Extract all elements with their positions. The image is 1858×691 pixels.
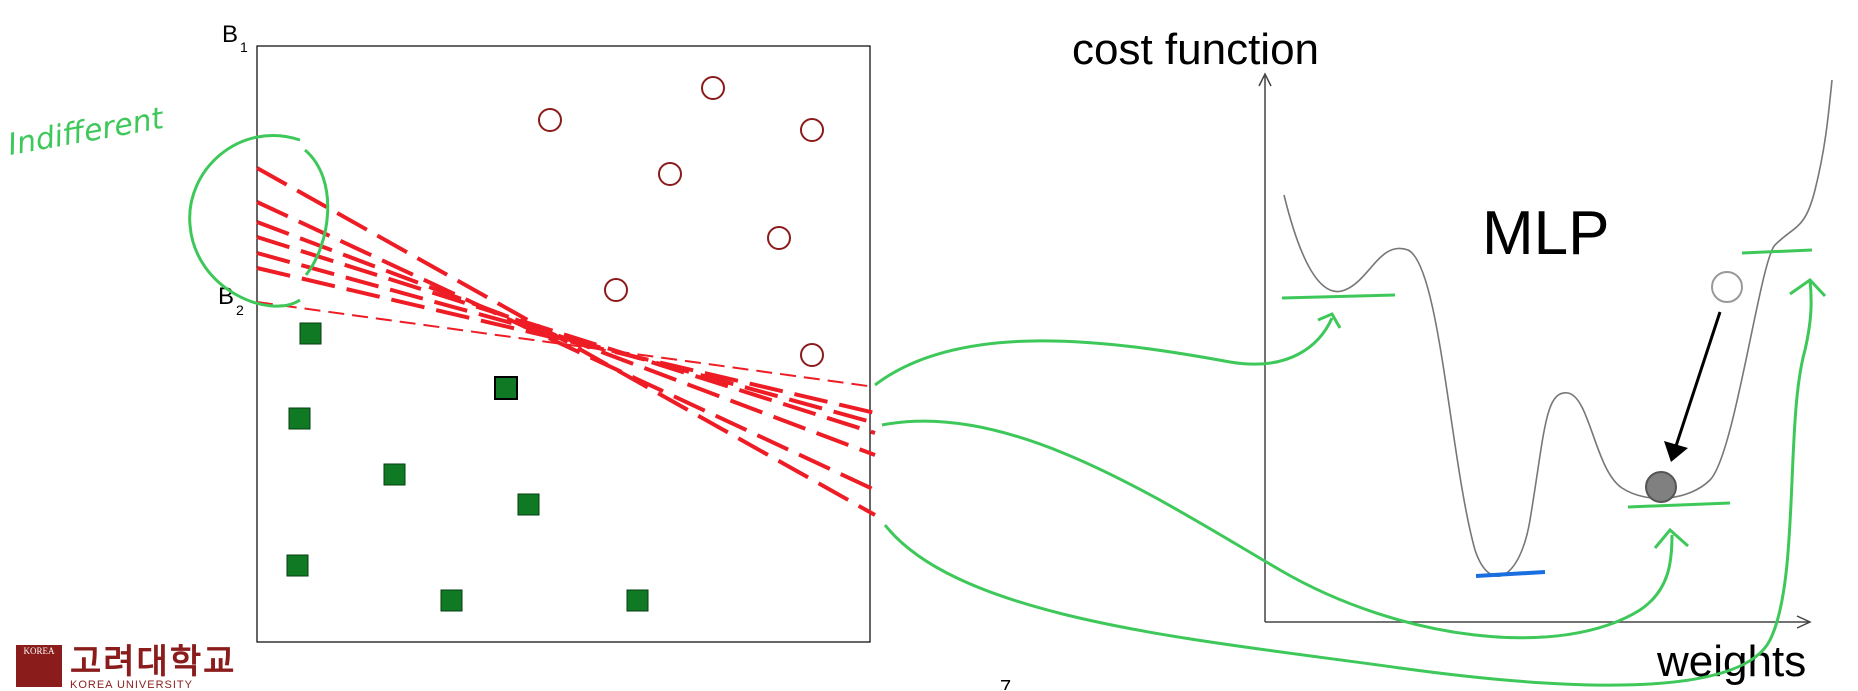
- arrowhead-mid-min: [1653, 527, 1689, 549]
- mlp-label: MLP: [1482, 199, 1609, 268]
- scatter-plot-frame: [256, 45, 871, 643]
- local-min-marker-left: [1281, 293, 1396, 300]
- square-point: [383, 463, 406, 486]
- b1-subscript: 1: [240, 39, 248, 55]
- y-axis-arrow: [1258, 72, 1272, 87]
- square-point: [440, 589, 463, 612]
- indifferent-annotation: Indifferent: [5, 101, 167, 163]
- b1-label: B: [222, 21, 238, 48]
- square-point: [288, 407, 311, 430]
- logo-korean-text: 고려대학교: [70, 642, 237, 682]
- weights-label: weights: [1656, 637, 1806, 686]
- logo-emblem-text: KOREA: [23, 646, 55, 656]
- boundary-line: [256, 166, 876, 517]
- arrowhead-right-min: [1789, 278, 1827, 298]
- global-min-marker: [1475, 570, 1546, 578]
- arrowhead-left-min: [1317, 312, 1342, 329]
- descent-arrowhead: [1664, 441, 1688, 462]
- descent-arrow: [1674, 311, 1722, 447]
- circle-point: [538, 108, 562, 132]
- decision-boundaries: [256, 166, 876, 517]
- local-min-marker-right: [1741, 248, 1813, 255]
- b2-boundary-line: [256, 301, 876, 388]
- local-min-marker-mid: [1627, 501, 1731, 509]
- square-point: [299, 322, 322, 345]
- page-number: 7: [1000, 677, 1011, 690]
- circle-point: [800, 343, 824, 367]
- logo-emblem: KOREA: [16, 645, 62, 687]
- arrow-to-right-min: [883, 279, 1813, 687]
- indifferent-loop: [188, 134, 330, 308]
- connecting-arrows: [874, 278, 1827, 687]
- circle-point: [701, 76, 725, 100]
- circle-point: [767, 226, 791, 250]
- logo-english-text: KOREA UNIVERSITY: [70, 679, 193, 691]
- arrow-to-mid-min: [881, 419, 1674, 640]
- square-point: [494, 376, 518, 400]
- logo-wordmark: 고려대학교 KOREA UNIVERSITY: [70, 645, 236, 691]
- circle-point: [658, 162, 682, 186]
- boundary-line: [256, 220, 876, 457]
- boundary-line: [256, 235, 876, 435]
- cost-function-title: cost function: [1072, 25, 1319, 74]
- arrow-to-left-min: [874, 317, 1334, 387]
- square-point: [517, 493, 540, 516]
- class-circles: [538, 76, 824, 367]
- b2-subscript: 2: [236, 302, 244, 318]
- circle-point: [604, 278, 628, 302]
- x-axis-arrow: [1796, 615, 1812, 629]
- cost-curve: [1283, 79, 1833, 577]
- boundary-line: [256, 266, 876, 415]
- boundary-line: [256, 251, 876, 425]
- university-logo: KOREA 고려대학교 KOREA UNIVERSITY: [16, 645, 236, 691]
- boundary-line: [256, 200, 876, 492]
- settled-ball: [1645, 471, 1677, 503]
- square-point: [286, 554, 309, 577]
- circle-point: [800, 118, 824, 142]
- starting-ball: [1711, 271, 1743, 303]
- class-squares: [286, 322, 649, 612]
- square-point: [626, 589, 649, 612]
